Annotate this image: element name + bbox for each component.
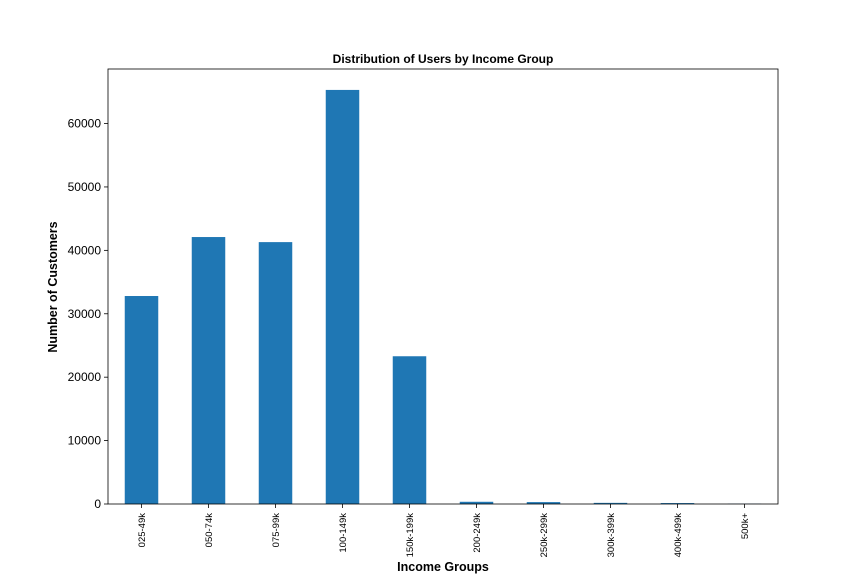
bar-075-99k: [258, 242, 293, 504]
y-tick-label: 10000: [68, 434, 102, 448]
bar-400k-499k: [660, 503, 695, 504]
y-tick-label: 50000: [68, 180, 102, 194]
bars-group: [124, 89, 762, 504]
bar-300k-399k: [593, 502, 628, 504]
y-tick-label: 40000: [68, 243, 102, 257]
y-tick-label: 60000: [68, 117, 102, 131]
y-tick-label: 30000: [68, 307, 102, 321]
y-tick-label: 20000: [68, 370, 102, 384]
bar-100-149k: [325, 89, 360, 504]
x-tick-label: 100-149k: [338, 513, 349, 553]
chart-title: Distribution of Users by Income Group: [333, 52, 554, 66]
x-tick-label: 500k+: [740, 513, 751, 540]
x-tick-label: 075-99k: [271, 513, 282, 548]
x-tick-label: 150k-199k: [405, 513, 416, 558]
bar-050-74k: [191, 237, 226, 504]
x-axis-ticks: 025-49k 050-74k 075-99k 100-149k 150k-199k 20…: [137, 504, 751, 557]
x-tick-label: 200-249k: [472, 513, 483, 553]
plot-frame: [107, 68, 779, 505]
y-tick-label: 0: [94, 497, 101, 511]
y-axis-label: Number of Customers: [46, 221, 60, 352]
x-axis-label: Income Groups: [397, 560, 489, 574]
x-tick-label: 400k-499k: [673, 513, 684, 558]
bar-250k-299k: [526, 502, 561, 504]
x-tick-label: 050-74k: [204, 513, 215, 548]
y-axis-ticks: 0 10000 20000 30000 40000 50000 60000: [68, 117, 108, 511]
bar-200-249k: [459, 501, 494, 504]
x-tick-label: 300k-399k: [606, 513, 617, 558]
x-tick-label: 025-49k: [137, 513, 148, 548]
bar-150k-199k: [392, 356, 427, 504]
x-tick-label: 250k-299k: [539, 513, 550, 558]
bar-025-49k: [124, 296, 159, 504]
